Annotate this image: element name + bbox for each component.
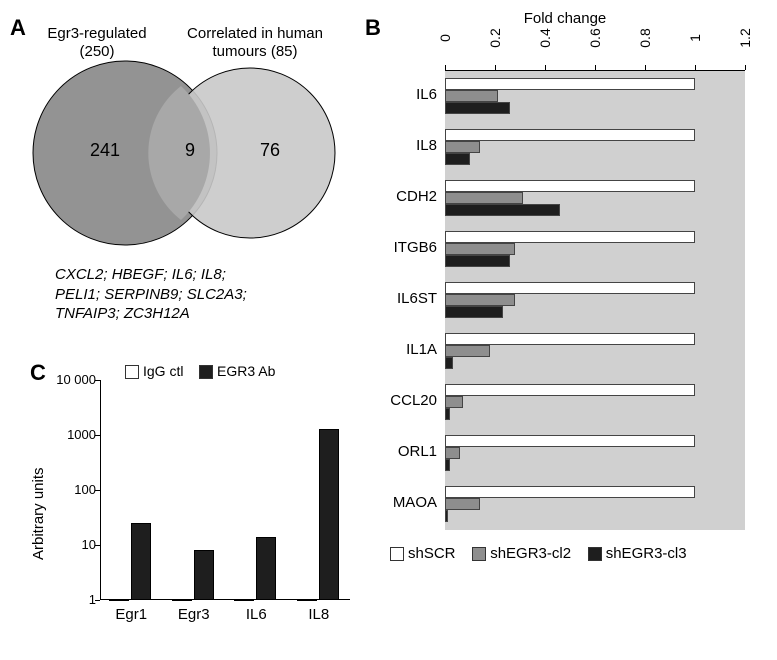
panel-a-label: A: [10, 15, 26, 41]
bar-shSCR: [445, 333, 695, 345]
x-tick-label: 0: [437, 34, 453, 42]
bar-shEGR3_cl2: [445, 447, 460, 459]
venn-svg: [25, 58, 345, 268]
bar-egr3: [194, 550, 214, 600]
gene-label: CDH2: [375, 188, 437, 205]
bar-ctl: [297, 599, 317, 601]
legend-label-egr3ab: EGR3 Ab: [217, 363, 275, 379]
panel-c: C Arbitrary units 110100100010 000 Egr1E…: [25, 360, 355, 650]
legend-label-ctl: IgG ctl: [143, 363, 183, 379]
gene-label: ORL1: [375, 443, 437, 460]
bar-shEGR3_cl3: [445, 306, 503, 318]
bar-shEGR3_cl2: [445, 192, 523, 204]
bar-egr3: [131, 523, 151, 600]
fold-change-title: Fold change: [505, 10, 625, 27]
bar-shEGR3_cl2: [445, 498, 480, 510]
x-tick-label: 0.2: [487, 28, 503, 47]
legend-label-shscr: shSCR: [408, 545, 456, 562]
venn-left-title: Egr3-regulated (250): [27, 25, 167, 61]
legend-swatch-shscr: [390, 547, 404, 561]
bar-shEGR3_cl3: [445, 204, 560, 216]
bar-ctl: [234, 599, 254, 601]
gene-label: IL6ST: [375, 290, 437, 307]
gene-list-l2: PELI1; SERPINB9; SLC2A3;: [55, 286, 247, 303]
gene-list-l1: CXCL2; HBEGF; IL6; IL8;: [55, 266, 226, 283]
bar-shSCR: [445, 180, 695, 192]
bar-shEGR3_cl3: [445, 459, 450, 471]
venn-left-title-l1: Egr3-regulated: [47, 25, 146, 42]
gene-list: CXCL2; HBEGF; IL6; IL8; PELI1; SERPINB9;…: [55, 265, 247, 324]
x-tick-label: 0.4: [537, 28, 553, 47]
x-tick-label: 0.8: [637, 28, 653, 47]
bar-shSCR: [445, 231, 695, 243]
bar-shEGR3_cl3: [445, 153, 470, 165]
x-label: IL6: [246, 606, 267, 623]
panel-b-label: B: [365, 15, 381, 41]
bar-shSCR: [445, 384, 695, 396]
y-tick-label: 10 000: [43, 372, 96, 387]
legend-swatch-ctl: [125, 365, 139, 379]
bar-egr3: [256, 537, 276, 600]
legend-swatch-egr3ab: [199, 365, 213, 379]
bar-shEGR3_cl3: [445, 357, 453, 369]
x-label: IL8: [308, 606, 329, 623]
venn-left-count: 241: [90, 140, 120, 161]
y-tick-label: 100: [43, 482, 96, 497]
venn-right-title-l1: Correlated in human: [187, 25, 323, 42]
legend-swatch-cl3: [588, 547, 602, 561]
y-tick-label: 1: [43, 592, 96, 607]
bar-shSCR: [445, 486, 695, 498]
gene-label: IL6: [375, 86, 437, 103]
bar-shEGR3_cl2: [445, 90, 498, 102]
gene-label: MAOA: [375, 494, 437, 511]
venn-center-count: 9: [185, 140, 195, 161]
bar-shSCR: [445, 282, 695, 294]
bar-shEGR3_cl2: [445, 141, 480, 153]
bar-shSCR: [445, 78, 695, 90]
x-tick-label: 0.6: [587, 28, 603, 47]
legend-c: IgG ctl EGR3 Ab: [125, 363, 275, 379]
bar-shEGR3_cl2: [445, 294, 515, 306]
bar-egr3: [319, 429, 339, 600]
bar-shSCR: [445, 129, 695, 141]
x-tick-label: 1: [687, 34, 703, 42]
legend-label-cl3: shEGR3-cl3: [606, 545, 687, 562]
y-tick-label: 1000: [43, 427, 96, 442]
bar-shEGR3_cl3: [445, 255, 510, 267]
figure-root: A Egr3-regulated (250) Correlated in hum…: [10, 10, 767, 650]
bar-shEGR3_cl3: [445, 102, 510, 114]
legend-b: shSCR shEGR3-cl2 shEGR3-cl3: [390, 545, 687, 562]
venn-right-count: 76: [260, 140, 280, 161]
gene-label: CCL20: [375, 392, 437, 409]
bar-shEGR3_cl3: [445, 408, 450, 420]
bar-shEGR3_cl2: [445, 345, 490, 357]
bar-shSCR: [445, 435, 695, 447]
gene-label: IL8: [375, 137, 437, 154]
gene-label: IL1A: [375, 341, 437, 358]
venn-right-title: Correlated in human tumours (85): [165, 25, 345, 61]
x-label: Egr3: [178, 606, 210, 623]
x-label: Egr1: [115, 606, 147, 623]
bar-ctl: [109, 599, 129, 601]
bar-shEGR3_cl2: [445, 396, 463, 408]
panel-b: B Fold change 00.20.40.60.811.2 IL6IL8CD…: [375, 10, 765, 570]
bar-shEGR3_cl3: [445, 510, 448, 522]
venn-diagram: Egr3-regulated (250) Correlated in human…: [35, 40, 355, 260]
legend-label-cl2: shEGR3-cl2: [490, 545, 571, 562]
legend-swatch-cl2: [472, 547, 486, 561]
x-tick-label: 1.2: [737, 28, 753, 47]
y-tick-label: 10: [43, 537, 96, 552]
gene-list-l3: TNFAIP3; ZC3H12A: [55, 305, 190, 322]
bar-ctl: [172, 599, 192, 601]
gene-label: ITGB6: [375, 239, 437, 256]
bar-shEGR3_cl2: [445, 243, 515, 255]
